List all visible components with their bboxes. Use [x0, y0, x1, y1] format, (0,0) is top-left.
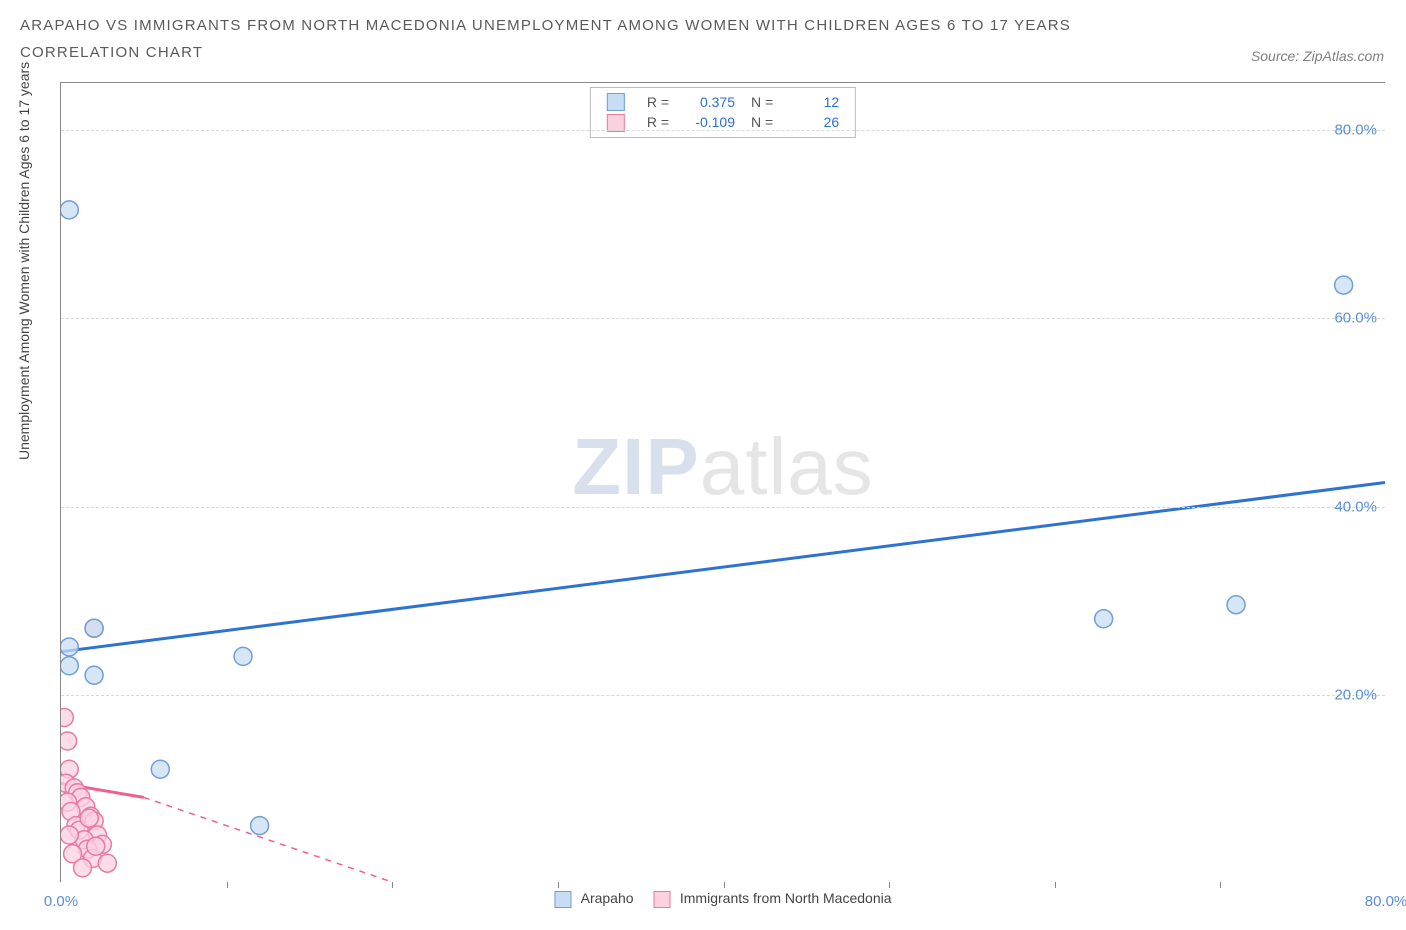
legend-row-arapaho: R = 0.375 N = 12 [599, 92, 847, 112]
legend-label-macedonia: Immigrants from North Macedonia [680, 890, 892, 906]
swatch-macedonia [607, 114, 625, 132]
x-minor-tick [558, 882, 559, 888]
swatch-macedonia-bottom [653, 891, 670, 908]
chart-title-line1: ARAPAHO VS IMMIGRANTS FROM NORTH MACEDON… [20, 12, 1386, 39]
x-minor-tick [889, 882, 890, 888]
plot-svg [61, 83, 1385, 882]
x-minor-tick [1055, 882, 1056, 888]
gridline [61, 130, 1385, 131]
y-axis-label: Unemployment Among Women with Children A… [16, 62, 32, 460]
n-value-arapaho: 12 [789, 94, 839, 110]
x-tick-label: 0.0% [44, 893, 78, 910]
gridline [61, 695, 1385, 696]
x-minor-tick [1220, 882, 1221, 888]
swatch-arapaho-bottom [554, 891, 571, 908]
gridline [61, 318, 1385, 319]
x-minor-tick [227, 882, 228, 888]
gridline [61, 507, 1385, 508]
x-tick-label: 80.0% [1365, 893, 1406, 910]
scatter-chart: ZIPatlas R = 0.375 N = 12 R = -0.109 N =… [60, 82, 1385, 882]
y-tick-label: 80.0% [1334, 122, 1377, 139]
x-minor-tick [724, 882, 725, 888]
r-value-macedonia: -0.109 [685, 114, 735, 130]
y-tick-label: 60.0% [1334, 310, 1377, 327]
r-value-arapaho: 0.375 [685, 94, 735, 110]
source-attribution: Source: ZipAtlas.com [1251, 48, 1384, 64]
n-value-macedonia: 26 [789, 114, 839, 130]
x-minor-tick [392, 882, 393, 888]
legend-label-arapaho: Arapaho [581, 890, 634, 906]
chart-title-line2: CORRELATION CHART [20, 39, 1386, 66]
series-legend: Arapaho Immigrants from North Macedonia [554, 890, 891, 908]
y-tick-label: 40.0% [1334, 498, 1377, 515]
swatch-arapaho [607, 93, 625, 111]
y-tick-label: 20.0% [1334, 686, 1377, 703]
